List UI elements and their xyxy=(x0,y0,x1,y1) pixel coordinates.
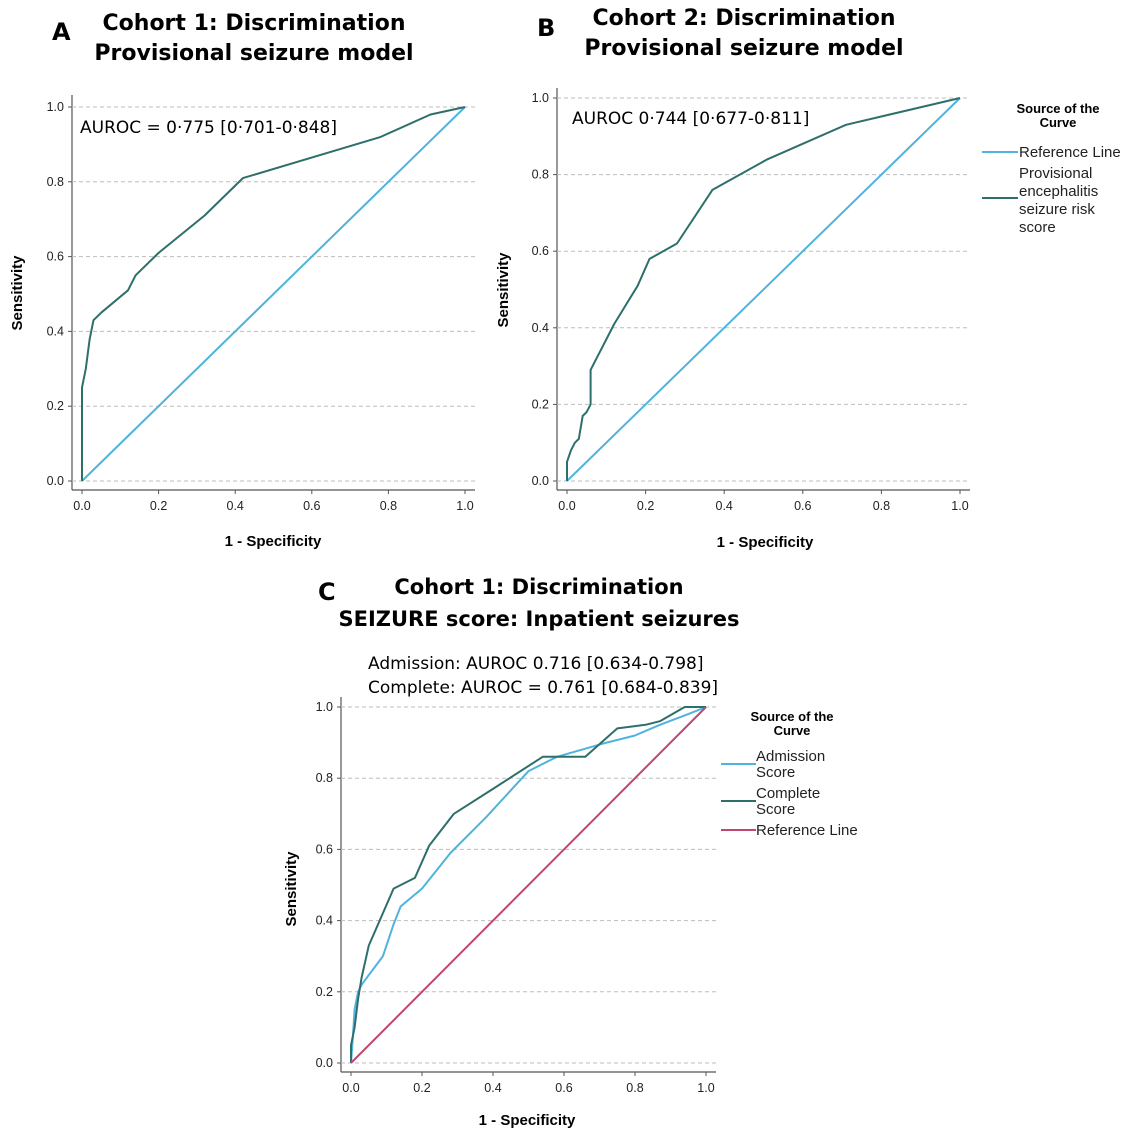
y-tick-label: 0.6 xyxy=(47,250,64,264)
auroc-annotation: AUROC 0·744 [0·677-0·811] xyxy=(572,109,809,129)
legend-label-line-3: seizure risk xyxy=(1019,201,1095,218)
x-tick-label: 0.6 xyxy=(794,499,811,513)
x-tick-label: 0.0 xyxy=(342,1081,359,1095)
y-tick-label: 0.6 xyxy=(532,244,549,258)
plot-area: 0.0 0.0 0.2 0.2 0.4 0.4 0.6 0.6 0.8 0.8 1.0 1.0 xyxy=(47,95,475,513)
y-tick-label: 0.6 xyxy=(316,842,333,856)
legend-title-line-2: Curve xyxy=(774,723,811,738)
legend-label-line-4: score xyxy=(1019,219,1056,236)
auroc-annotation: AUROC = 0·775 [0·701-0·848] xyxy=(80,118,337,138)
panel-letter: C xyxy=(318,578,336,606)
x-axis-title: 1 - Specificity xyxy=(717,534,814,551)
y-tick-label: 0.8 xyxy=(532,168,549,182)
y-axis-title: Sensitivity xyxy=(9,255,26,331)
legend-label-line-2: Score xyxy=(756,801,795,818)
panel-a: A Cohort 1: Discrimination Provisional s… xyxy=(9,11,475,550)
plot-area: 0.0 0.0 0.2 0.2 0.4 0.4 0.6 0.6 0.8 0.8 1.0 1.0 xyxy=(316,697,716,1095)
x-axis-title: 1 - Specificity xyxy=(225,533,322,550)
plot-area: 0.0 0.0 0.2 0.2 0.4 0.4 0.6 0.6 0.8 0.8 1.0 1.0 xyxy=(532,88,970,513)
y-tick-label: 1.0 xyxy=(532,91,549,105)
panel-letter: A xyxy=(52,18,71,46)
y-tick-label: 0.0 xyxy=(532,474,549,488)
series-line-reference-line xyxy=(566,97,961,482)
y-tick-label: 1.0 xyxy=(47,100,64,114)
x-tick-label: 0.8 xyxy=(626,1081,643,1095)
y-axis-title: Sensitivity xyxy=(495,252,512,328)
panel-title-line-1: Cohort 1: Discrimination xyxy=(394,575,683,599)
y-tick-label: 0.8 xyxy=(316,771,333,785)
y-tick-label: 0.0 xyxy=(47,474,64,488)
y-tick-label: 0.0 xyxy=(316,1056,333,1070)
legend: Source of the Curve Admission Score Comp… xyxy=(721,709,858,839)
panel-b: B Cohort 2: Discrimination Provisional s… xyxy=(495,6,1121,551)
x-tick-label: 0.8 xyxy=(380,499,397,513)
legend-label-reference-line: Reference Line xyxy=(756,822,858,839)
series-line-complete-score xyxy=(350,706,706,1063)
x-tick-label: 0.0 xyxy=(558,499,575,513)
y-axis-title: Sensitivity xyxy=(283,851,300,927)
series-line-series-1 xyxy=(81,106,466,482)
y-tick-label: 0.4 xyxy=(316,914,333,928)
x-axis-title: 1 - Specificity xyxy=(479,1112,576,1129)
x-tick-label: 0.4 xyxy=(484,1081,501,1095)
panel-title-line-2: Provisional seizure model xyxy=(94,41,413,66)
panel-title-line-2: SEIZURE score: Inpatient seizures xyxy=(338,607,739,631)
y-tick-label: 0.2 xyxy=(47,399,64,413)
y-tick-label: 0.4 xyxy=(47,324,64,338)
legend-label-line-2: encephalitis xyxy=(1019,183,1098,200)
auroc-annotation-complete: Complete: AUROC = 0.761 [0.684-0.839] xyxy=(368,678,718,698)
x-tick-label: 0.4 xyxy=(716,499,733,513)
panel-title-line-2: Provisional seizure model xyxy=(584,36,903,61)
auroc-annotation-admission: Admission: AUROC 0.716 [0.634-0.798] xyxy=(368,654,704,674)
legend: Source of the Curve Reference Line Provi… xyxy=(982,101,1121,236)
x-tick-label: 1.0 xyxy=(951,499,968,513)
legend-title-line-1: Source of the xyxy=(1016,101,1099,116)
panel-c: C Cohort 1: Discrimination SEIZURE score… xyxy=(283,575,858,1129)
panel-letter: B xyxy=(537,14,555,42)
y-tick-label: 0.2 xyxy=(532,397,549,411)
series-line-admission-score xyxy=(350,706,707,1064)
legend-title-line-1: Source of the xyxy=(750,709,833,724)
y-tick-label: 1.0 xyxy=(316,700,333,714)
x-tick-label: 1.0 xyxy=(697,1081,714,1095)
x-tick-label: 0.4 xyxy=(227,499,244,513)
y-tick-label: 0.8 xyxy=(47,175,64,189)
x-tick-label: 0.2 xyxy=(637,499,654,513)
panel-title-line-1: Cohort 2: Discrimination xyxy=(593,6,896,31)
legend-label-line-1: Complete xyxy=(756,785,820,802)
legend-label-line-1: Provisional xyxy=(1019,165,1092,182)
x-tick-label: 0.0 xyxy=(73,499,90,513)
x-tick-label: 0.2 xyxy=(413,1081,430,1095)
x-tick-label: 1.0 xyxy=(456,499,473,513)
series-line-series-2 xyxy=(81,106,466,481)
x-tick-label: 0.2 xyxy=(150,499,167,513)
y-tick-label: 0.4 xyxy=(532,321,549,335)
legend-label-reference-line: Reference Line xyxy=(1019,144,1121,161)
x-tick-label: 0.8 xyxy=(873,499,890,513)
legend-label-line-1: Admission xyxy=(756,748,825,765)
legend-title-line-2: Curve xyxy=(1040,115,1077,130)
legend-label-line-2: Score xyxy=(756,764,795,781)
y-tick-label: 0.2 xyxy=(316,985,333,999)
series-line-reference-line xyxy=(350,706,707,1064)
series-line-provisional-encephalitis-seizure-risk-score xyxy=(566,97,961,481)
panel-title-line-1: Cohort 1: Discrimination xyxy=(103,11,406,36)
x-tick-label: 0.6 xyxy=(555,1081,572,1095)
x-tick-label: 0.6 xyxy=(303,499,320,513)
